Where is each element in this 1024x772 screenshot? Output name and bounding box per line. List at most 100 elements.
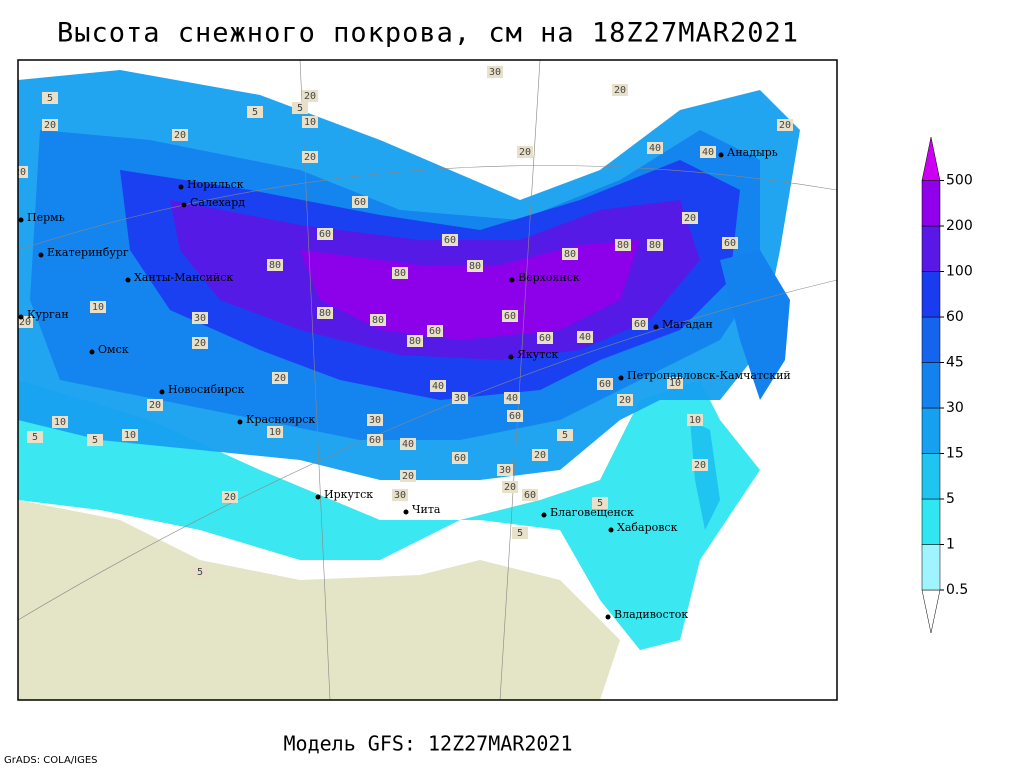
contour-label: 80 xyxy=(319,308,331,319)
contour-label-bg xyxy=(647,239,663,251)
contour-label: 5 xyxy=(562,430,568,441)
contour-label-bg xyxy=(617,394,633,406)
city-label: Омск xyxy=(98,343,129,356)
city-label: Якутск xyxy=(517,348,558,361)
contour-label-bg xyxy=(87,434,103,446)
contour-label-bg xyxy=(192,312,208,324)
contour-label-bg xyxy=(504,392,520,404)
contour-label-bg xyxy=(400,470,416,482)
contour-label-bg xyxy=(122,429,138,441)
contour-label-bg xyxy=(452,452,468,464)
city-dot xyxy=(38,252,44,258)
title: Высота снежного покрова, см на 18Z27MAR2… xyxy=(57,18,799,49)
contour-label-bg xyxy=(172,129,188,141)
contour-label: 5 xyxy=(297,103,303,114)
map: 20 20 20 20 30 20 40 40 60 60 60 80 80 80 60 20 80 80 80 80… xyxy=(18,60,837,700)
contour-label: 10 xyxy=(689,415,701,426)
contour-label-bg xyxy=(632,318,648,330)
city-label: Чита xyxy=(412,503,441,516)
kamchatka xyxy=(720,250,790,400)
contour-label-bg xyxy=(302,116,318,128)
colorbar-box xyxy=(921,362,941,409)
sakhalin xyxy=(690,420,720,530)
contour-label: 10 xyxy=(54,417,66,428)
city-label: Норильск xyxy=(187,178,244,191)
contour-label: 5 xyxy=(32,432,38,443)
contour-label-bg xyxy=(502,310,518,322)
contour-label: 5 xyxy=(92,435,98,446)
contour-label: 60 xyxy=(429,326,441,337)
contour-label-bg xyxy=(222,491,238,503)
colorbar-label: 500 xyxy=(946,173,973,189)
contour-label-bg xyxy=(517,146,533,158)
contour-label: 5 xyxy=(252,107,258,118)
contour-label: 40 xyxy=(702,147,714,158)
colorbar-label: 1 xyxy=(946,537,955,553)
contour-label: 60 xyxy=(354,197,366,208)
contour-label: 20 xyxy=(224,492,236,503)
colorbar-label: 0.5 xyxy=(946,582,968,598)
contour-label: 60 xyxy=(444,235,456,246)
contour-label: 60 xyxy=(634,319,646,330)
colorbar-min xyxy=(921,589,941,634)
contour-label-bg xyxy=(52,416,68,428)
contour-label: 80 xyxy=(649,240,661,251)
contour-label-bg xyxy=(430,380,446,392)
map-frame xyxy=(17,59,838,701)
contour-label: 80 xyxy=(394,268,406,279)
contour-label-bg xyxy=(302,90,318,102)
contour-label: 40 xyxy=(649,143,661,154)
contour-label: 20 xyxy=(614,85,626,96)
city-label: Петропавловск-Камчатский xyxy=(627,369,791,382)
contour-label: 20 xyxy=(304,91,316,102)
contour-label: 60 xyxy=(599,379,611,390)
contour-label-bg xyxy=(512,527,528,539)
contour-label-bg xyxy=(192,566,208,578)
contour-label-bg xyxy=(667,377,683,389)
contour-label-bg xyxy=(90,301,106,313)
city-dot xyxy=(541,512,547,518)
city-label: Магадан xyxy=(662,318,713,331)
contour-label-bg xyxy=(267,259,283,271)
contour-label: 30 xyxy=(489,67,501,78)
contour-label: 5 xyxy=(47,93,53,104)
contour-label-bg xyxy=(557,429,573,441)
graticule xyxy=(18,279,837,621)
graticule xyxy=(299,60,331,700)
city-label: Верхоянск xyxy=(518,271,580,284)
contour-label-bg xyxy=(367,414,383,426)
contour-label-bg xyxy=(647,142,663,154)
city-dot xyxy=(181,202,187,208)
city-label: Благовещенск xyxy=(550,506,634,519)
colorbar-box xyxy=(921,407,941,454)
contour-label-bg xyxy=(452,392,468,404)
city-label: Екатеринбург xyxy=(47,246,129,259)
contour-label: 60 xyxy=(724,238,736,249)
contour-label: 5 xyxy=(197,567,203,578)
city-dot xyxy=(125,277,131,283)
contour-label: 10 xyxy=(669,378,681,389)
contour-label-bg xyxy=(370,314,386,326)
contour-label: 20 xyxy=(694,460,706,471)
city-label: Анадырь xyxy=(727,146,778,159)
contour-label-bg xyxy=(537,332,553,344)
contour-label: 80 xyxy=(372,315,384,326)
contour-label-bg xyxy=(502,481,518,493)
city-label: Новосибирск xyxy=(168,383,245,396)
contour-label: 40 xyxy=(402,439,414,450)
contour-label: 20 xyxy=(194,338,206,349)
city-dot xyxy=(605,614,611,620)
colorbar-box xyxy=(921,225,941,272)
contour-label: 60 xyxy=(454,453,466,464)
contour-label: 5 xyxy=(517,528,523,539)
contour-label: 40 xyxy=(506,393,518,404)
city-dot xyxy=(508,354,514,360)
city-dot xyxy=(653,324,659,330)
contour-label-bg xyxy=(27,431,43,443)
footer: Модель GFS: 12Z27MAR2021 xyxy=(284,732,573,756)
contour-label-bg xyxy=(442,234,458,246)
contour-label-bg xyxy=(427,325,443,337)
contour-label-bg xyxy=(597,378,613,390)
